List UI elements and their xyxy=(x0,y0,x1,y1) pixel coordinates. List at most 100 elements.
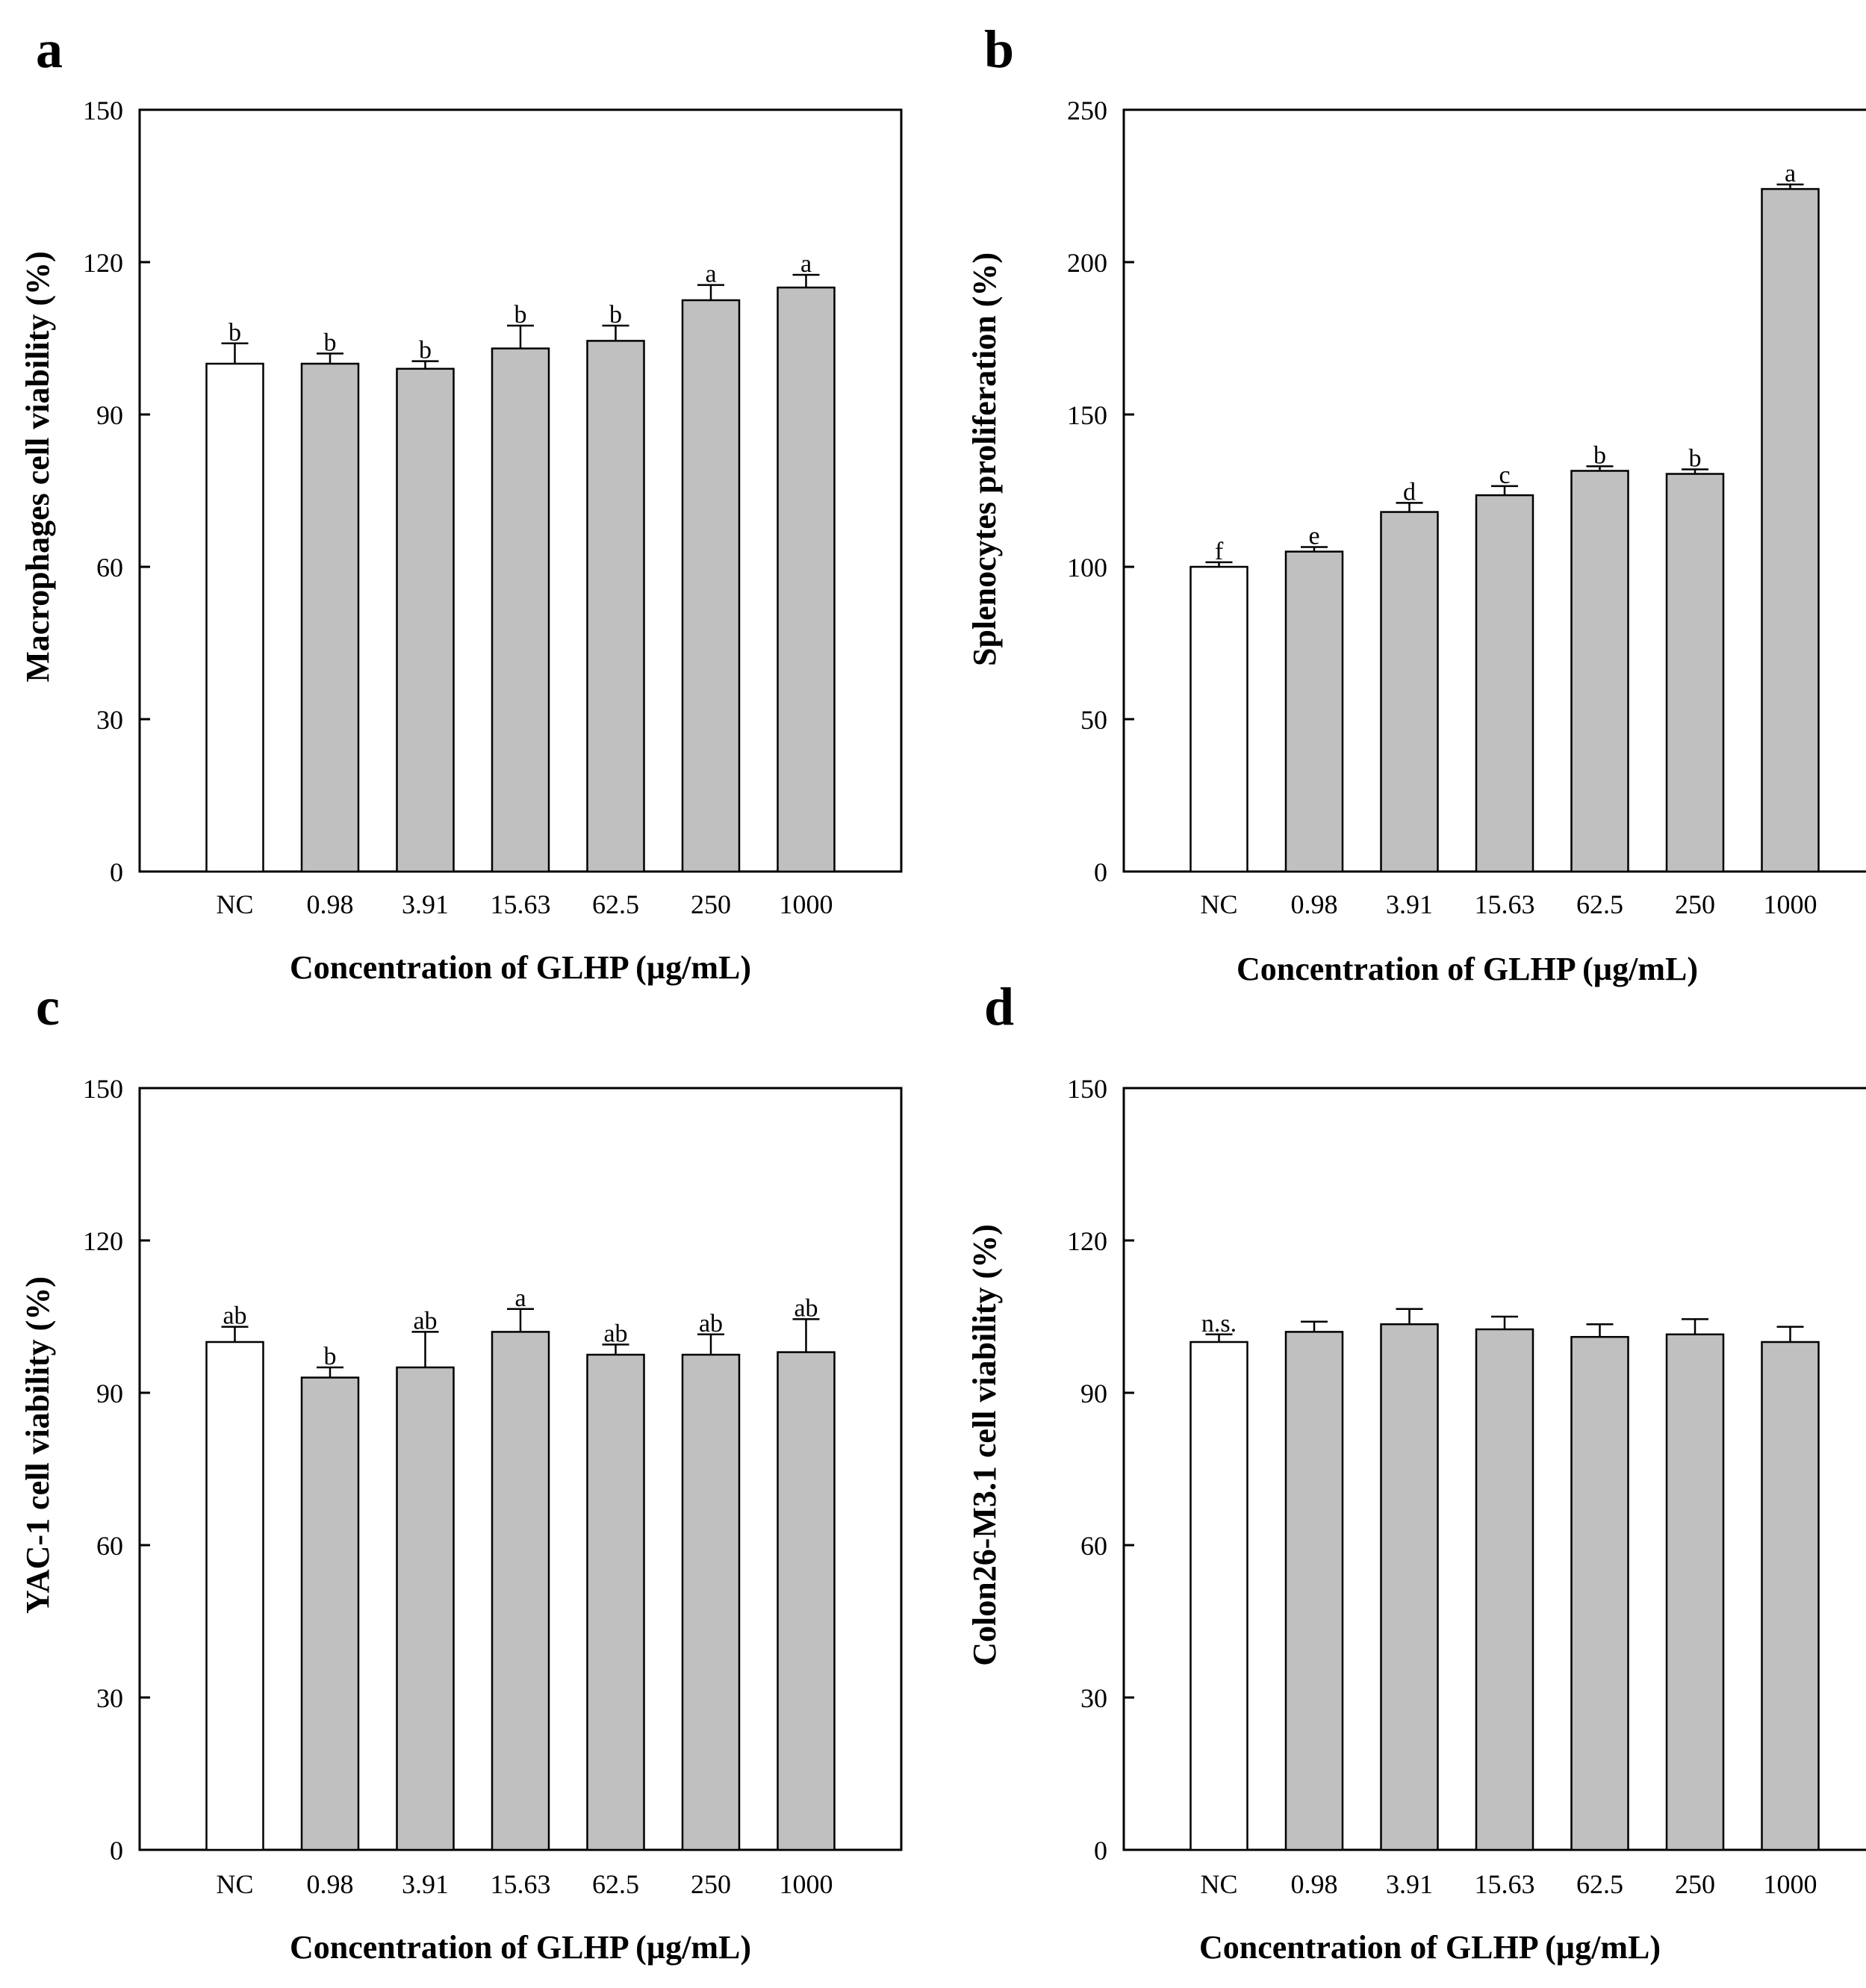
significance-label: b xyxy=(324,1343,337,1370)
bar xyxy=(586,340,645,873)
bar xyxy=(396,1366,455,1851)
bar xyxy=(681,299,741,873)
significance-label: b xyxy=(1689,444,1702,472)
bar xyxy=(681,1353,741,1851)
significance-label: e xyxy=(1308,522,1319,550)
x-tick-label: 62.5 xyxy=(592,1869,639,1899)
significance-label: ab xyxy=(794,1294,818,1322)
y-tick-label: 90 xyxy=(96,400,123,430)
bar xyxy=(586,1353,645,1851)
y-tick-label: 150 xyxy=(83,1074,123,1104)
bar xyxy=(1665,473,1725,873)
y-tick-label: 0 xyxy=(110,857,123,887)
y-tick-label: 30 xyxy=(96,1683,123,1713)
bar xyxy=(1761,187,1820,873)
significance-label: a xyxy=(514,1285,526,1312)
x-tick-label: 62.5 xyxy=(1576,889,1623,919)
significance-label: a xyxy=(1785,160,1796,187)
y-tick-label: 90 xyxy=(96,1379,123,1408)
y-tick-label: 0 xyxy=(110,1836,123,1866)
bar xyxy=(1761,1341,1820,1851)
significance-label: c xyxy=(1499,462,1510,489)
bar xyxy=(300,1376,360,1851)
bar-chart: 0 50 100 150 200 250 f NC e 0.98 d 3.91 c 15.63 b 62.5 b… xyxy=(1067,96,1866,919)
significance-label: b xyxy=(1593,441,1606,469)
bar xyxy=(777,1351,836,1851)
y-tick-label: 30 xyxy=(96,705,123,735)
y-tick-label: 150 xyxy=(83,96,123,125)
chart-panel-d: d Colon26-M3.1 cell viability (%) Concen… xyxy=(933,978,1866,1988)
significance-label: b xyxy=(324,329,337,356)
x-tick-label: 3.91 xyxy=(1386,889,1433,919)
y-tick-label: 200 xyxy=(1067,248,1107,278)
x-tick-label: 0.98 xyxy=(307,1869,354,1899)
bar-chart: 0 30 60 90 120 150 b NC b 0.98 b 3.91 b 15.63 b 62.5 a 25… xyxy=(83,96,903,919)
significance-label: b xyxy=(228,319,241,347)
x-tick-label: 62.5 xyxy=(1576,1869,1623,1899)
bar xyxy=(491,1331,550,1851)
x-tick-label: 3.91 xyxy=(1386,1869,1433,1899)
x-tick-label: NC xyxy=(216,889,253,919)
x-tick-label: 15.63 xyxy=(1475,1869,1535,1899)
bar xyxy=(1570,470,1629,873)
x-tick-label: 0.98 xyxy=(1291,1869,1338,1899)
x-tick-label: 15.63 xyxy=(1475,889,1535,919)
significance-label: a xyxy=(800,250,812,278)
bar-chart: 0 30 60 90 120 150 ab NC b 0.98 ab 3.91 a 15.63 ab 62.5… xyxy=(83,1074,903,1899)
x-axis-label: Concentration of GLHP (µg/mL) xyxy=(289,1929,752,1966)
y-tick-label: 150 xyxy=(1067,400,1107,430)
y-tick-label: 0 xyxy=(1094,857,1107,887)
chart-panel-c: c YAC-1 cell viability (%) Concentration… xyxy=(0,978,933,1988)
bar xyxy=(1475,494,1534,873)
x-tick-label: 250 xyxy=(691,889,731,919)
chart-panel-b: b Splenocytes proliferation (%) Concentr… xyxy=(933,0,1866,993)
bar xyxy=(777,286,836,873)
x-tick-label: 0.98 xyxy=(307,889,354,919)
y-tick-label: 0 xyxy=(1094,1836,1107,1866)
bar xyxy=(1665,1333,1725,1851)
y-tick-label: 90 xyxy=(1080,1379,1107,1408)
bar xyxy=(1189,1341,1248,1851)
x-tick-label: 15.63 xyxy=(491,1869,551,1899)
significance-label: f xyxy=(1215,538,1224,565)
y-tick-label: 60 xyxy=(1080,1531,1107,1561)
y-tick-label: 150 xyxy=(1067,1074,1107,1104)
x-tick-label: 1000 xyxy=(780,1869,833,1899)
x-tick-label: 15.63 xyxy=(491,889,551,919)
x-axis-label: Concentration of GLHP (µg/mL) xyxy=(1198,1929,1661,1966)
chart-panel-a: a Macrophages cell viability (%) Concent… xyxy=(0,0,933,993)
bar xyxy=(1475,1328,1534,1851)
x-tick-label: NC xyxy=(1200,1869,1237,1899)
bar xyxy=(1189,565,1248,873)
significance-label: ab xyxy=(223,1302,246,1330)
bar xyxy=(491,347,550,873)
significance-label: b xyxy=(514,301,527,329)
bar-chart: 0 30 60 90 120 150 n.s. NC 0.98 3.91 15.63 62.5 250 1… xyxy=(1067,1074,1866,1899)
bar xyxy=(396,367,455,873)
x-tick-label: 0.98 xyxy=(1291,889,1338,919)
x-tick-label: NC xyxy=(1200,889,1237,919)
x-tick-label: 3.91 xyxy=(402,1869,449,1899)
x-tick-label: NC xyxy=(216,1869,253,1899)
x-axis-label: Concentration of GLHP (µg/mL) xyxy=(289,949,752,986)
significance-label: a xyxy=(705,261,716,288)
y-tick-label: 100 xyxy=(1067,553,1107,583)
panel-letter: b xyxy=(984,19,1015,79)
panel-letter: a xyxy=(36,19,63,79)
bar xyxy=(1380,1323,1439,1851)
bar xyxy=(1284,1331,1344,1851)
y-tick-label: 250 xyxy=(1067,96,1107,125)
significance-label: ab xyxy=(699,1310,723,1338)
bar xyxy=(205,1341,264,1851)
x-tick-label: 250 xyxy=(1675,1869,1715,1899)
bar xyxy=(1380,511,1439,873)
y-tick-label: 30 xyxy=(1080,1683,1107,1713)
x-axis-label: Concentration of GLHP (µg/mL) xyxy=(1236,951,1699,987)
x-tick-label: 1000 xyxy=(780,889,833,919)
bar xyxy=(205,362,264,873)
significance-label: n.s. xyxy=(1201,1310,1237,1338)
x-tick-label: 1000 xyxy=(1764,889,1817,919)
y-tick-label: 60 xyxy=(96,553,123,583)
y-tick-label: 120 xyxy=(1067,1226,1107,1256)
x-tick-label: 250 xyxy=(1675,889,1715,919)
